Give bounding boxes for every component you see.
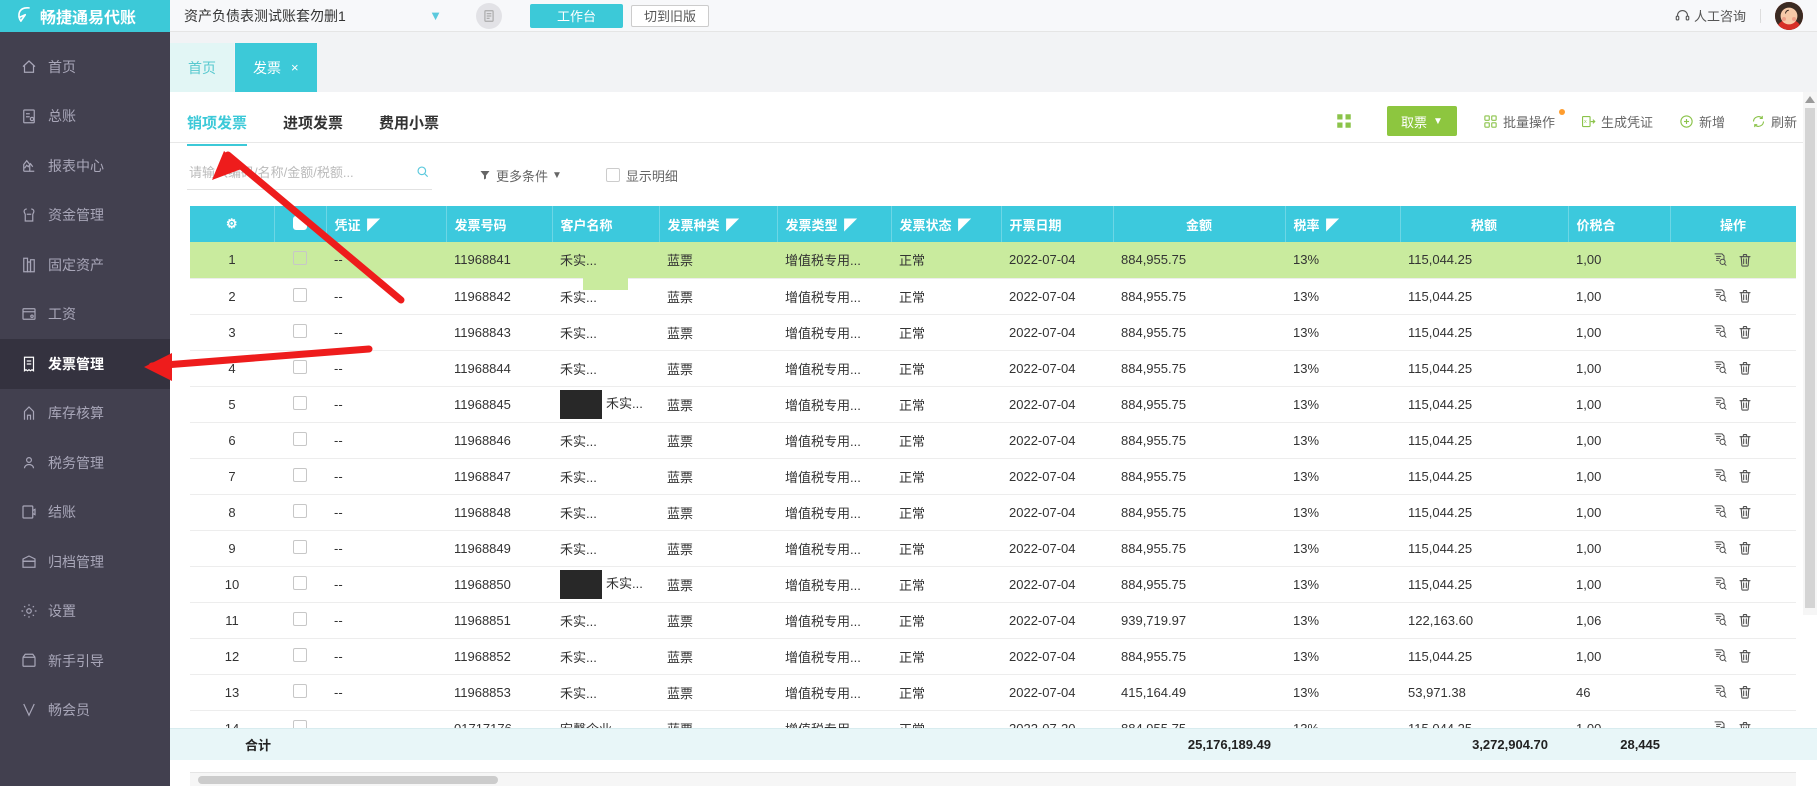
svg-text:X: X — [1584, 118, 1587, 123]
